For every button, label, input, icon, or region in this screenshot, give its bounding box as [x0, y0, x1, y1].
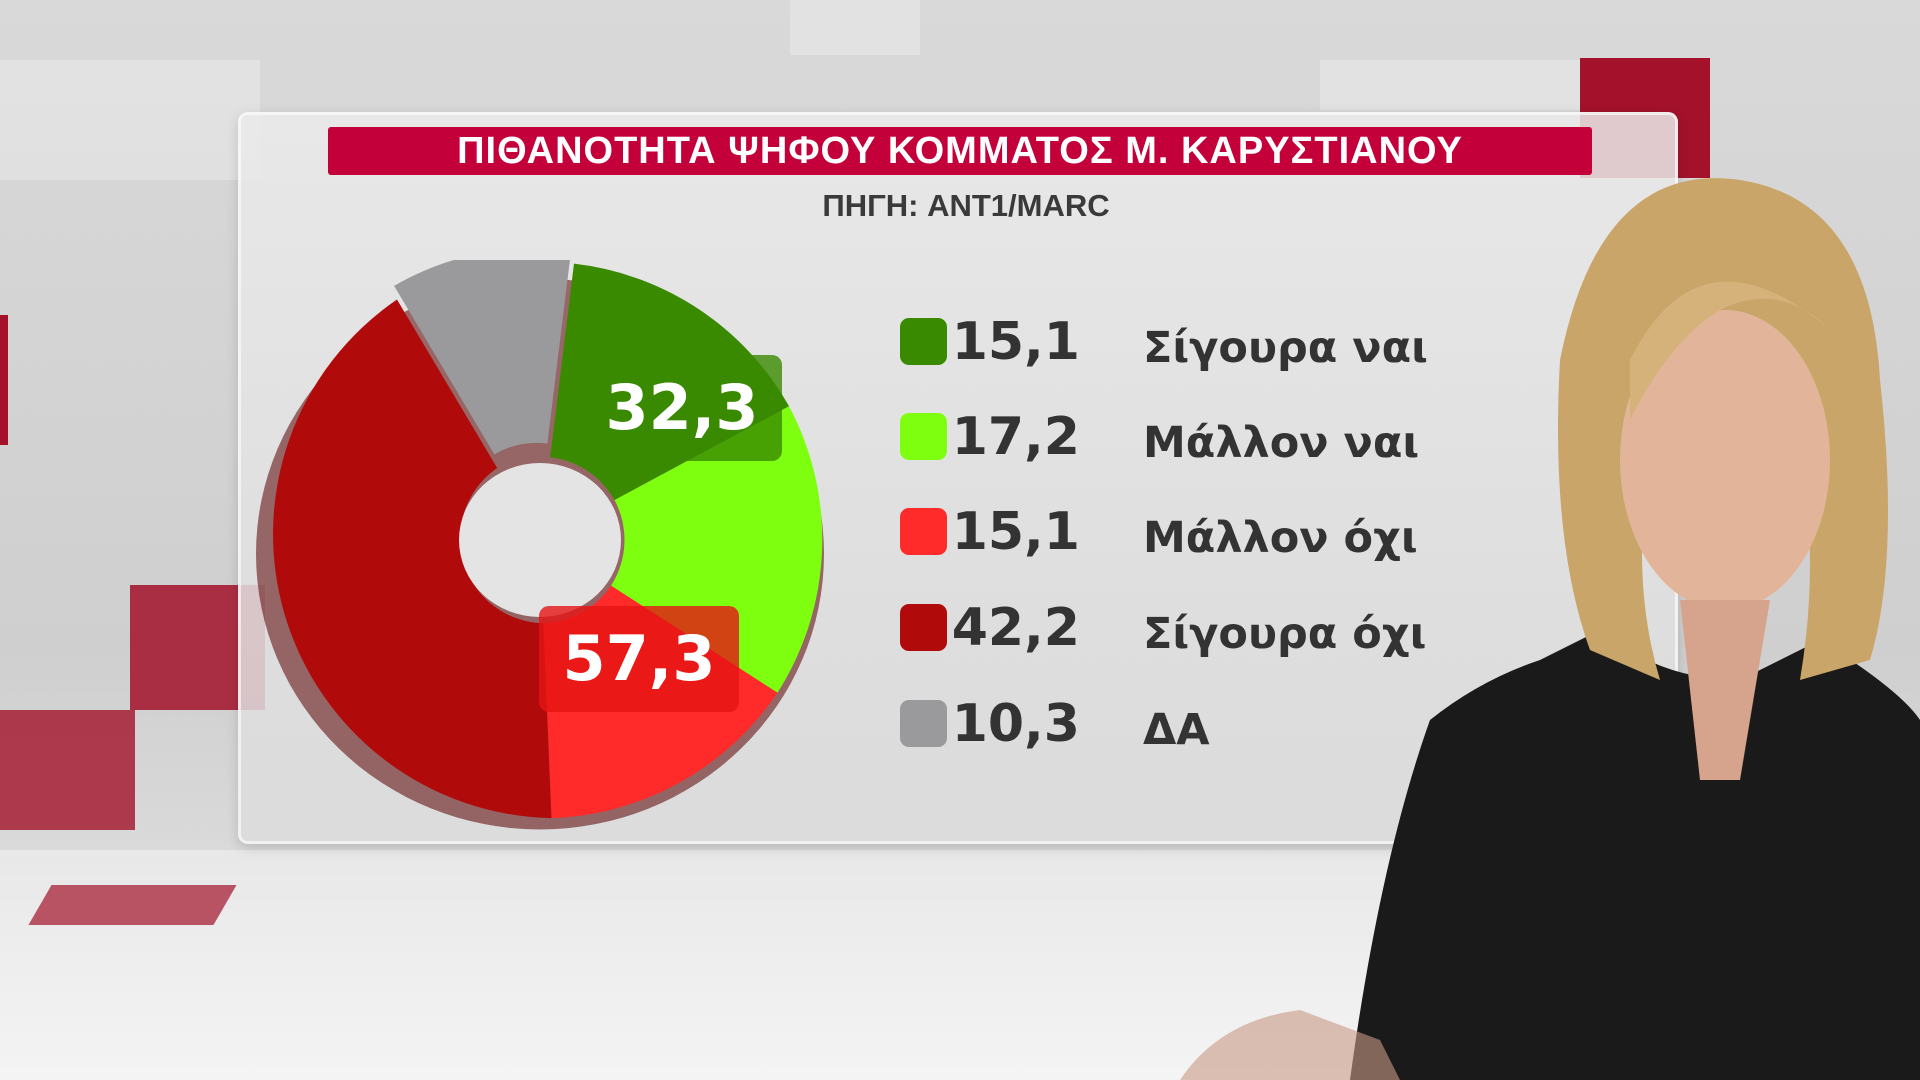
floor-red-tile [28, 885, 237, 925]
legend-value: 10,3 [951, 694, 1080, 754]
legend-item: 42,2 Σίγουρα όχι [900, 598, 1460, 659]
legend-item: 15,1 Μάλλον όχι [900, 502, 1460, 563]
legend-swatch [900, 413, 947, 460]
legend-value: 17,2 [951, 407, 1080, 467]
donut-hole [459, 463, 621, 617]
bg-tile [790, 0, 920, 55]
legend-swatch [900, 508, 947, 555]
bg-red-tile [0, 315, 8, 445]
legend-label: Σίγουρα όχι [1143, 609, 1427, 659]
legend-item: 17,2 Μάλλον ναι [900, 407, 1460, 468]
legend-label: ΔΑ [1143, 705, 1210, 755]
donut-slice [394, 260, 570, 455]
donut-chart [256, 260, 824, 830]
legend-item: 15,1 Σίγουρα ναι [900, 312, 1460, 373]
annotation-yes-total: 32,3 [582, 355, 782, 461]
bg-tile [0, 60, 260, 180]
annotation-no-total: 57,3 [539, 606, 739, 712]
legend-swatch [900, 700, 947, 747]
person-photo [1180, 178, 1920, 1080]
bg-tile [1320, 60, 1580, 110]
chart-subtitle: ΠΗΓΗ: ANT1/MARC [822, 188, 1110, 223]
bg-red-tile [0, 710, 135, 830]
legend-item: 10,3 ΔΑ [900, 694, 1460, 755]
legend-label: Μάλλον ναι [1143, 418, 1420, 468]
legend-swatch [900, 318, 947, 365]
legend-label: Σίγουρα ναι [1143, 323, 1428, 373]
donut-slice [611, 406, 823, 693]
legend-value: 15,1 [951, 312, 1080, 372]
legend-value: 15,1 [951, 502, 1080, 562]
chart-title: ΠΙΘΑΝΟΤΗΤΑ ΨΗΦΟΥ ΚΟΜΜΑΤΟΣ Μ. ΚΑΡΥΣΤΙΑΝΟΥ [328, 127, 1592, 175]
donut-slice [273, 299, 552, 819]
legend-label: Μάλλον όχι [1143, 513, 1418, 563]
legend-swatch [900, 604, 947, 651]
legend-value: 42,2 [951, 598, 1080, 658]
